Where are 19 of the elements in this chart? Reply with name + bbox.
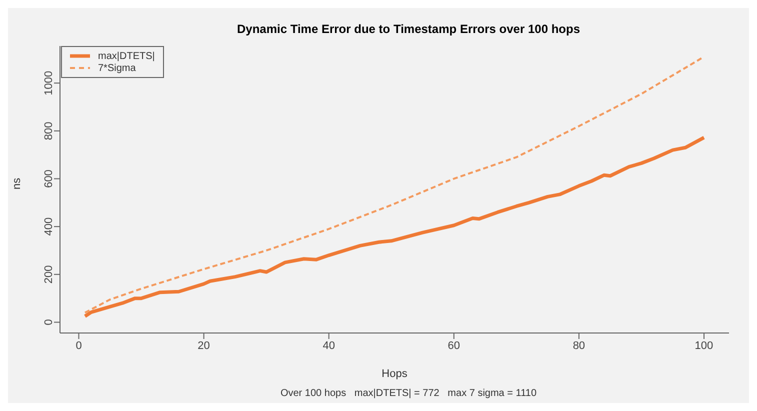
x-tick-label: 80 bbox=[572, 340, 586, 352]
x-tick-label: 20 bbox=[198, 340, 210, 352]
x-tick-label: 0 bbox=[76, 340, 82, 352]
x-tick-label: 100 bbox=[694, 340, 714, 352]
y-tick-label: 0 bbox=[42, 319, 55, 326]
y-tick-label: 200 bbox=[42, 265, 55, 284]
legend-label: 7*Sigma bbox=[98, 62, 136, 74]
x-tick-label: 60 bbox=[448, 340, 460, 352]
y-tick-label: 800 bbox=[42, 122, 55, 140]
x-tick-label: 40 bbox=[322, 340, 335, 352]
legend-label: max|DTETS| bbox=[98, 50, 155, 62]
x-axis-title: Hops bbox=[382, 368, 408, 380]
y-axis-title: ns bbox=[10, 177, 23, 190]
y-tick-label: 1000 bbox=[42, 70, 55, 96]
y-tick-label: 600 bbox=[42, 170, 55, 188]
y-tick-label: 400 bbox=[42, 217, 55, 236]
chart-title: Dynamic Time Error due to Timestamp Errors over 100 hops bbox=[236, 21, 581, 38]
line-series bbox=[83, 136, 706, 318]
text: Over 100 hops max|DTETS| = 772 max 7 sigma = 1110 bbox=[279, 388, 538, 399]
